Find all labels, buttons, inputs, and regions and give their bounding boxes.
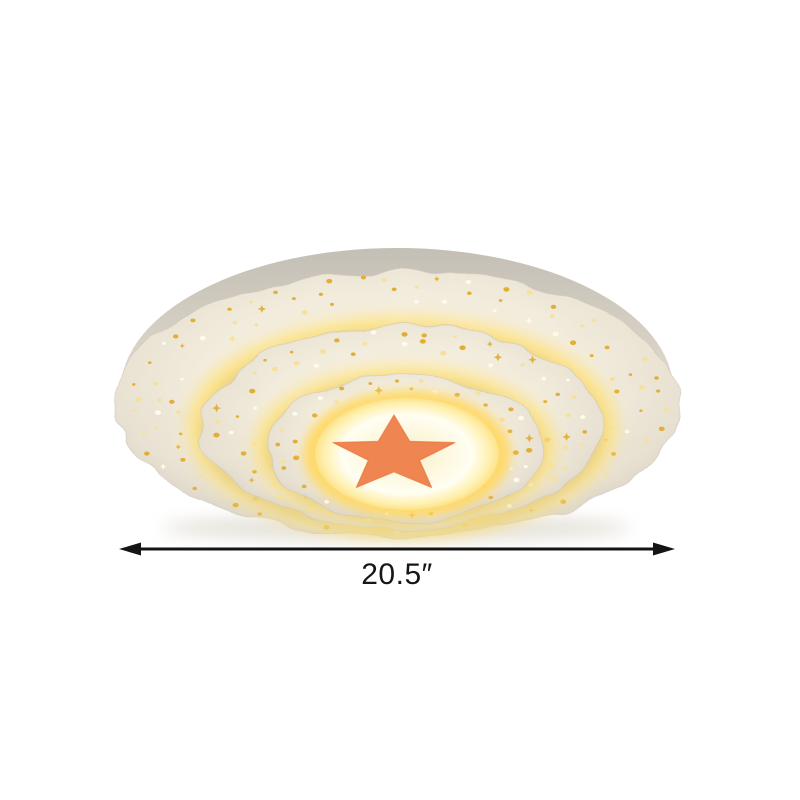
dimension-label: 20.5″ <box>361 558 433 591</box>
dimension-arrow <box>119 542 675 556</box>
star-icon <box>332 414 456 488</box>
dimension-arrow-right-head <box>653 542 675 556</box>
dimension-arrow-left-head <box>119 542 141 556</box>
